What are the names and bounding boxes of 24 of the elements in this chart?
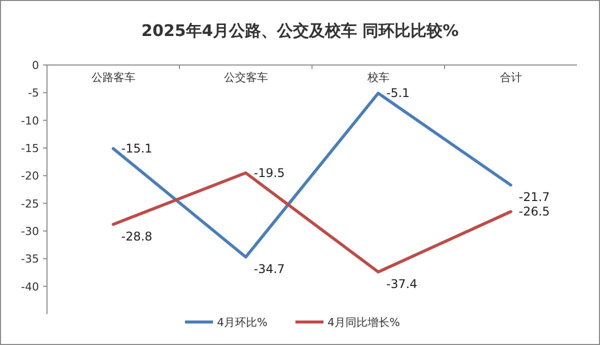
data-label: -15.1 bbox=[121, 142, 152, 156]
y-tick-label: -30 bbox=[21, 225, 39, 238]
data-label: -28.8 bbox=[121, 229, 152, 244]
y-tick-label: -40 bbox=[21, 280, 39, 294]
legend-label: 4月环比% bbox=[217, 316, 268, 329]
data-label: -19.5 bbox=[254, 166, 285, 180]
chart-title: 2025年4月公路、公交及校车 同环比比较% bbox=[141, 21, 459, 40]
y-tick-label: -15 bbox=[21, 142, 39, 155]
data-label: -21.7 bbox=[518, 190, 550, 204]
x-tick-label: 校车 bbox=[366, 71, 390, 84]
data-label: -37.4 bbox=[386, 276, 418, 291]
x-tick-label: 公路客车 bbox=[91, 71, 136, 84]
y-tick-label: -25 bbox=[21, 197, 39, 210]
y-tick-label: -10 bbox=[21, 114, 39, 128]
x-tick-label: 合计 bbox=[500, 71, 522, 84]
x-tick-label: 公交客车 bbox=[224, 71, 268, 84]
data-label: -34.7 bbox=[254, 262, 285, 276]
data-label: -26.5 bbox=[518, 204, 550, 219]
data-label: -5.1 bbox=[386, 86, 410, 100]
y-tick-label: 0 bbox=[32, 59, 39, 72]
y-tick-label: -20 bbox=[21, 170, 39, 183]
y-tick-label: -35 bbox=[21, 252, 39, 266]
legend-label: 4月同比增长% bbox=[327, 316, 400, 329]
y-tick-label: -5 bbox=[28, 86, 39, 100]
